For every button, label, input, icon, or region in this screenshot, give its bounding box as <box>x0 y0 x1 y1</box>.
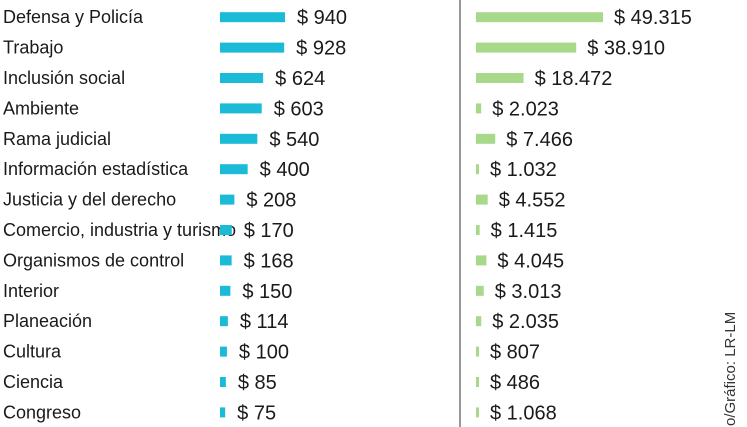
bar-series-2 <box>476 316 482 327</box>
category-label: Rama judicial <box>3 129 111 149</box>
category-label: Organismos de control <box>3 250 184 270</box>
bar-series-1 <box>220 194 235 205</box>
category-label: Cultura <box>3 342 62 362</box>
bar-series-2 <box>476 164 479 175</box>
category-label: Comercio, industria y turismo <box>3 220 236 240</box>
bar-series-1 <box>220 73 264 83</box>
bar-series-1 <box>220 316 228 327</box>
category-label: Planeación <box>3 311 92 331</box>
value-label-series-1: $ 168 <box>244 250 294 272</box>
value-label-series-2: $ 1.032 <box>490 159 557 181</box>
value-label-series-2: $ 49.315 <box>614 7 692 29</box>
chart-credit: o/Gráfico: LR-LM <box>722 311 739 426</box>
value-label-series-2: $ 1.415 <box>491 220 558 242</box>
value-label-series-1: $ 114 <box>240 311 289 333</box>
bar-series-2 <box>476 12 603 23</box>
bar-series-2 <box>476 133 496 144</box>
category-label: Información estadística <box>3 159 189 179</box>
category-label: Interior <box>3 281 59 301</box>
value-label-series-2: $ 18.472 <box>535 68 613 90</box>
bar-series-2 <box>476 103 482 114</box>
bar-series-2 <box>476 285 484 296</box>
bar-series-2 <box>476 42 577 53</box>
category-label: Defensa y Policía <box>3 7 144 27</box>
category-label: Justicia y del derecho <box>3 190 176 210</box>
bar-series-2 <box>476 346 479 357</box>
value-label-series-1: $ 928 <box>296 38 346 60</box>
value-label-series-1: $ 150 <box>242 281 292 303</box>
bar-series-2 <box>476 194 488 205</box>
bar-series-2 <box>476 407 479 418</box>
bar-series-1 <box>220 377 226 387</box>
bar-series-1 <box>220 103 262 114</box>
category-label: Trabajo <box>3 38 63 58</box>
value-label-series-1: $ 400 <box>260 159 310 181</box>
category-label: Ambiente <box>3 98 79 118</box>
bar-series-1 <box>220 12 285 23</box>
value-label-series-1: $ 603 <box>274 98 324 120</box>
value-label-series-2: $ 807 <box>490 342 540 364</box>
value-label-series-1: $ 208 <box>246 190 296 212</box>
bar-series-1 <box>220 225 232 235</box>
bar-series-1 <box>220 133 258 144</box>
value-label-series-2: $ 4.552 <box>499 190 566 212</box>
bar-series-1 <box>220 42 285 53</box>
value-label-series-2: $ 2.023 <box>492 98 559 120</box>
value-label-series-2: $ 3.013 <box>495 281 562 303</box>
category-label: Inclusión social <box>3 68 125 88</box>
value-label-series-2: $ 7.466 <box>506 129 573 151</box>
bar-series-1 <box>220 407 226 418</box>
bar-series-2 <box>476 377 479 387</box>
bar-series-1 <box>220 285 231 296</box>
value-label-series-2: $ 38.910 <box>587 38 665 60</box>
value-label-series-2: $ 2.035 <box>492 311 559 333</box>
value-label-series-1: $ 75 <box>237 402 276 424</box>
bar-series-2 <box>476 225 480 235</box>
value-label-series-1: $ 540 <box>269 129 319 151</box>
value-label-series-1: $ 170 <box>244 220 294 242</box>
category-label: Congreso <box>3 402 81 422</box>
value-label-series-2: $ 1.068 <box>490 402 557 424</box>
value-label-series-1: $ 100 <box>239 342 289 364</box>
bar-series-1 <box>220 346 227 357</box>
value-label-series-2: $ 4.045 <box>497 250 564 272</box>
bar-series-2 <box>476 255 487 266</box>
value-label-series-1: $ 624 <box>275 68 325 90</box>
bar-series-2 <box>476 73 524 83</box>
bar-series-1 <box>220 255 232 266</box>
value-label-series-2: $ 486 <box>490 372 540 394</box>
category-label: Ciencia <box>3 372 64 392</box>
value-label-series-1: $ 940 <box>297 7 347 29</box>
value-label-series-1: $ 85 <box>238 372 277 394</box>
bar-series-1 <box>220 164 248 175</box>
